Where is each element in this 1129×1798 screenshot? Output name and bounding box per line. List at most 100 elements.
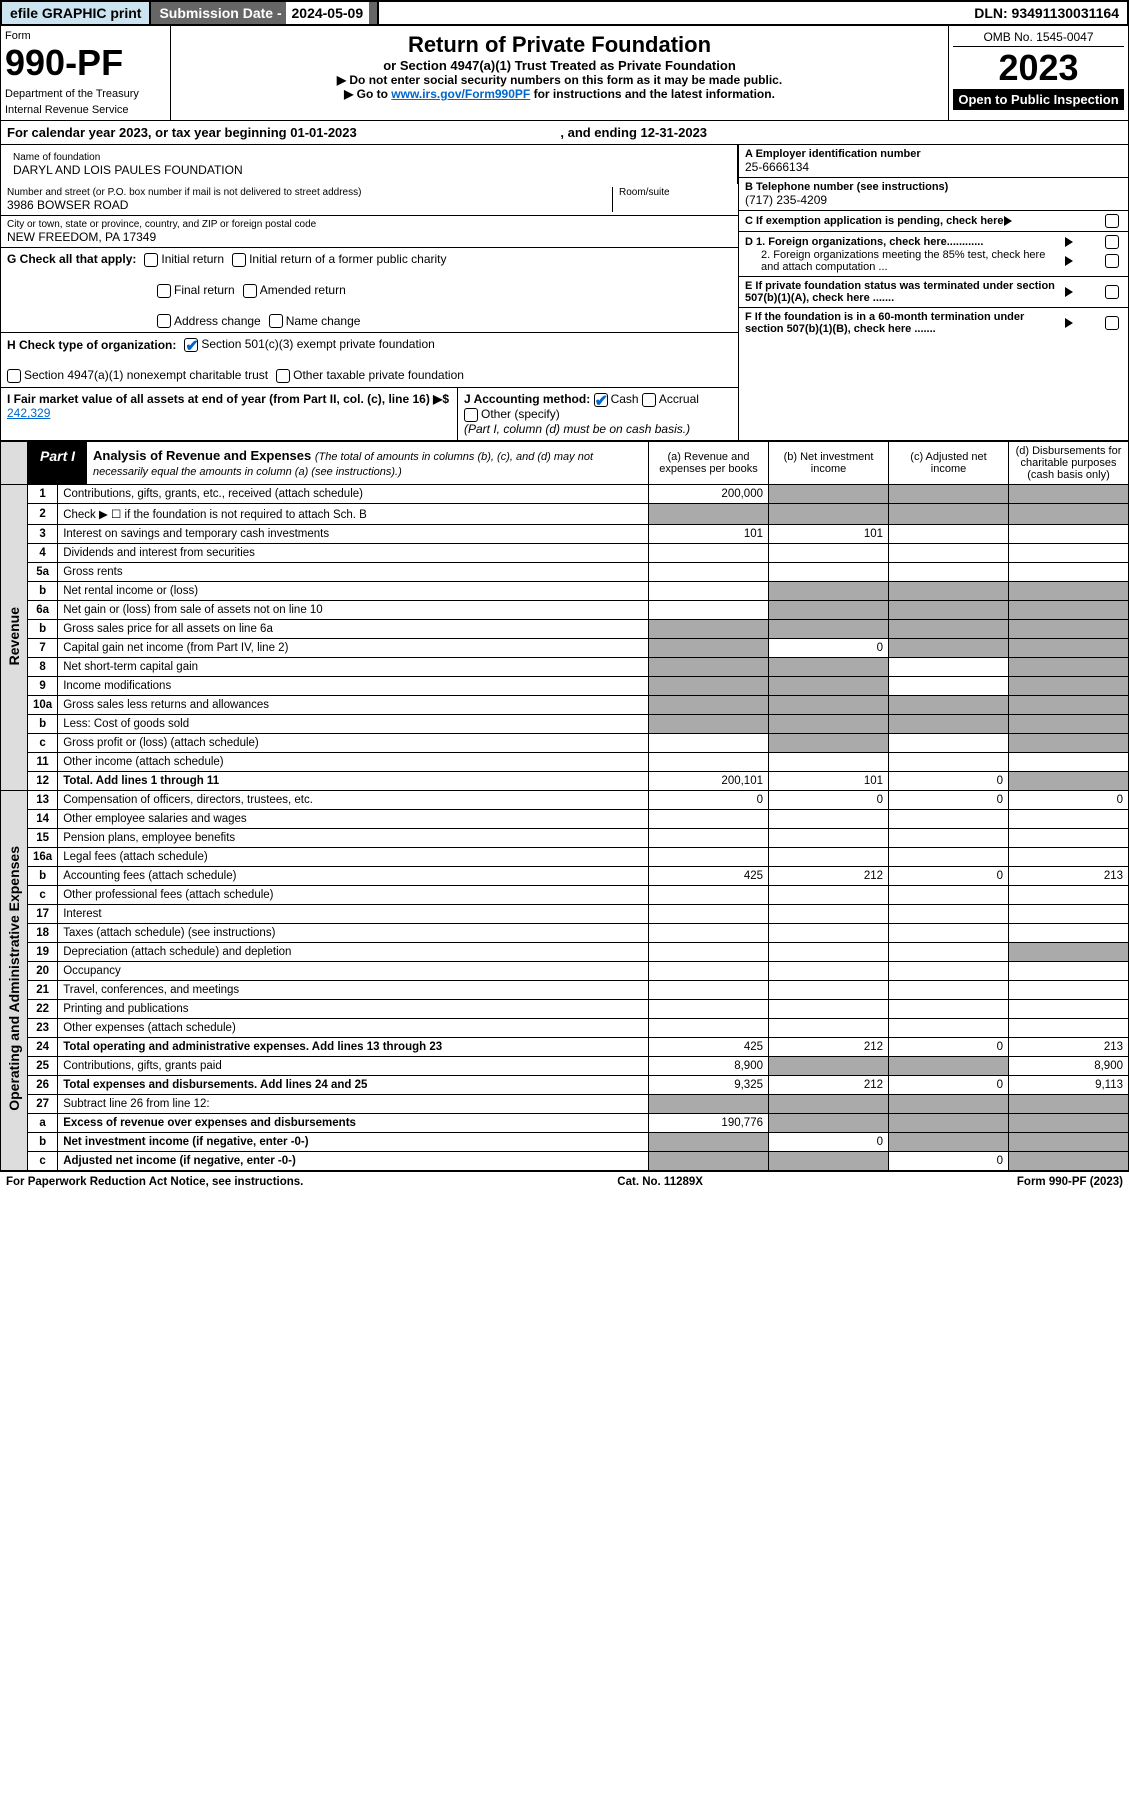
- open-inspection: Open to Public Inspection: [953, 89, 1124, 110]
- col-b-header: (b) Net investment income: [769, 441, 889, 484]
- table-row: 18Taxes (attach schedule) (see instructi…: [1, 923, 1129, 942]
- amt-cell: [769, 676, 889, 695]
- efile-button[interactable]: efile GRAPHIC print: [2, 2, 151, 24]
- amt-cell: [649, 980, 769, 999]
- cb-501c3[interactable]: [184, 338, 198, 352]
- line-desc: Taxes (attach schedule) (see instruction…: [58, 923, 649, 942]
- line-number: c: [28, 885, 58, 904]
- cb-final[interactable]: [157, 284, 171, 298]
- cb-4947[interactable]: [7, 369, 21, 383]
- line-number: 15: [28, 828, 58, 847]
- cb-amended[interactable]: [243, 284, 257, 298]
- line-number: b: [28, 1132, 58, 1151]
- cb-other-tax[interactable]: [276, 369, 290, 383]
- amt-cell: [889, 847, 1009, 866]
- amt-cell: [1009, 885, 1129, 904]
- cb-name-change[interactable]: [269, 314, 283, 328]
- amt-cell: [1009, 695, 1129, 714]
- amt-cell: [889, 942, 1009, 961]
- cb-initial-return[interactable]: [144, 253, 158, 267]
- amt-cell: 212: [769, 1037, 889, 1056]
- table-row: 22Printing and publications: [1, 999, 1129, 1018]
- cb-d2[interactable]: [1105, 254, 1119, 268]
- amt-cell: [769, 619, 889, 638]
- fmv-value[interactable]: 242,329: [7, 406, 50, 420]
- amt-cell: [769, 809, 889, 828]
- table-row: cOther professional fees (attach schedul…: [1, 885, 1129, 904]
- amt-cell: [1009, 733, 1129, 752]
- amt-cell: [889, 904, 1009, 923]
- form-subtitle: or Section 4947(a)(1) Trust Treated as P…: [177, 58, 942, 73]
- line-desc: Less: Cost of goods sold: [58, 714, 649, 733]
- form-number: 990-PF: [5, 42, 166, 84]
- line-number: 22: [28, 999, 58, 1018]
- page-footer: For Paperwork Reduction Act Notice, see …: [0, 1171, 1129, 1192]
- ein-value: 25-6666134: [745, 160, 1122, 174]
- cal-end: 12-31-2023: [641, 125, 708, 140]
- line-number: 24: [28, 1037, 58, 1056]
- line-number: 16a: [28, 847, 58, 866]
- cb-f[interactable]: [1105, 316, 1119, 330]
- line-desc: Accounting fees (attach schedule): [58, 866, 649, 885]
- amt-cell: [769, 1094, 889, 1113]
- line-desc: Adjusted net income (if negative, enter …: [58, 1151, 649, 1170]
- table-row: 11Other income (attach schedule): [1, 752, 1129, 771]
- line-number: 17: [28, 904, 58, 923]
- h-label: H Check type of organization:: [7, 338, 176, 352]
- amt-cell: [649, 828, 769, 847]
- submission-date: Submission Date - 2024-05-09: [151, 2, 379, 24]
- line-desc: Total expenses and disbursements. Add li…: [58, 1075, 649, 1094]
- irs-link[interactable]: www.irs.gov/Form990PF: [391, 87, 530, 101]
- side-label: Revenue: [1, 484, 28, 790]
- amt-cell: [889, 1056, 1009, 1075]
- cal-mid: , and ending: [560, 125, 640, 140]
- part1-table: Part I Analysis of Revenue and Expenses …: [0, 441, 1129, 1171]
- amt-cell: [1009, 961, 1129, 980]
- line-number: 2: [28, 503, 58, 524]
- cb-c[interactable]: [1105, 214, 1119, 228]
- cb-d1[interactable]: [1105, 235, 1119, 249]
- amt-cell: [1009, 904, 1129, 923]
- line-desc: Occupancy: [58, 961, 649, 980]
- footer-left: For Paperwork Reduction Act Notice, see …: [6, 1176, 303, 1188]
- j-label: J Accounting method:: [464, 392, 590, 406]
- line-number: 20: [28, 961, 58, 980]
- amt-cell: [769, 847, 889, 866]
- amt-cell: 200,101: [649, 771, 769, 790]
- street-address: 3986 BOWSER ROAD: [7, 198, 612, 212]
- table-row: 17Interest: [1, 904, 1129, 923]
- amt-cell: [889, 980, 1009, 999]
- amt-cell: [1009, 543, 1129, 562]
- cb-cash[interactable]: [594, 393, 608, 407]
- e-label: E If private foundation status was termi…: [745, 280, 1065, 304]
- amt-cell: [1009, 1094, 1129, 1113]
- amt-cell: 8,900: [1009, 1056, 1129, 1075]
- amt-cell: 0: [889, 771, 1009, 790]
- amt-cell: 212: [769, 1075, 889, 1094]
- cb-accrual[interactable]: [642, 393, 656, 407]
- j-accrual: Accrual: [659, 392, 699, 406]
- opt-initial-public: Initial return of a former public charit…: [249, 252, 446, 266]
- line-desc: Compensation of officers, directors, tru…: [58, 790, 649, 809]
- line-number: 26: [28, 1075, 58, 1094]
- cb-initial-public[interactable]: [232, 253, 246, 267]
- amt-cell: 0: [889, 1037, 1009, 1056]
- cb-other-acct[interactable]: [464, 408, 478, 422]
- amt-cell: [1009, 657, 1129, 676]
- amt-cell: [889, 503, 1009, 524]
- cb-e[interactable]: [1105, 285, 1119, 299]
- amt-cell: [769, 1113, 889, 1132]
- d2-label: 2. Foreign organizations meeting the 85%…: [745, 249, 1065, 273]
- amt-cell: [889, 999, 1009, 1018]
- line-number: b: [28, 866, 58, 885]
- line-desc: Travel, conferences, and meetings: [58, 980, 649, 999]
- table-row: bNet investment income (if negative, ent…: [1, 1132, 1129, 1151]
- amt-cell: [889, 1132, 1009, 1151]
- amt-cell: [889, 828, 1009, 847]
- table-row: 20Occupancy: [1, 961, 1129, 980]
- line-number: 5a: [28, 562, 58, 581]
- line-number: 6a: [28, 600, 58, 619]
- form-title: Return of Private Foundation: [177, 32, 942, 58]
- cb-addr-change[interactable]: [157, 314, 171, 328]
- line-number: 23: [28, 1018, 58, 1037]
